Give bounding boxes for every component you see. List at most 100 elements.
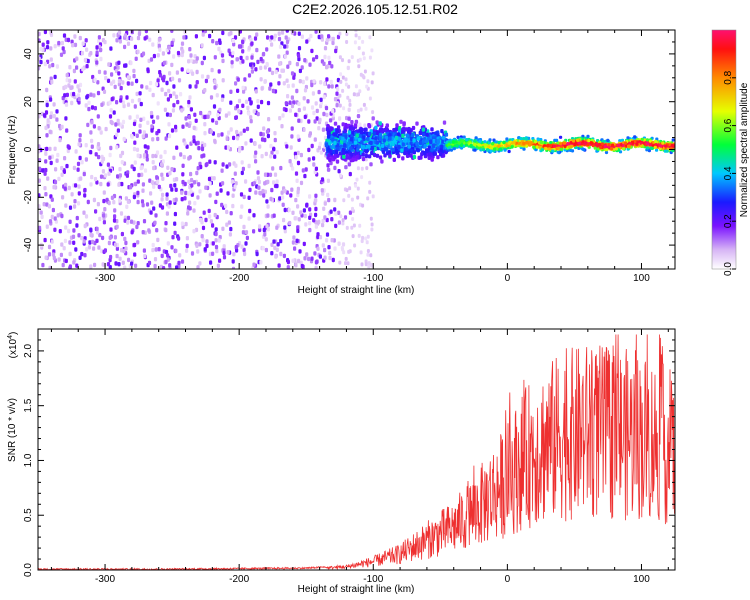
spectrogram-cell — [351, 217, 355, 221]
spectrogram-cell — [47, 244, 52, 250]
spectrogram-cell — [235, 248, 239, 253]
spectrogram-cell — [149, 80, 153, 86]
spectrogram-cell — [429, 139, 433, 144]
spectrogram-cell — [353, 123, 358, 128]
spectrogram-cell — [261, 132, 265, 137]
spectrogram-cell — [84, 103, 88, 108]
spectrogram-cell — [211, 118, 215, 123]
spectrogram-cell — [77, 233, 81, 238]
spectrogram-cell — [325, 127, 329, 132]
spectrogram-cell — [317, 145, 322, 150]
spectrogram-cell — [397, 154, 401, 159]
spectrogram-cell — [286, 64, 290, 69]
colorbar-label: Normalized spectral amplitude — [739, 82, 750, 217]
spectrogram-cell — [96, 114, 100, 119]
spectrogram-cell — [645, 138, 649, 142]
spectrogram-cell — [97, 69, 102, 75]
spectrogram-cell — [156, 237, 160, 243]
spectrogram-cell — [92, 124, 96, 129]
spectrogram-cell — [322, 94, 326, 100]
spectrogram-cell — [80, 235, 84, 241]
spectrogram-cell — [46, 176, 50, 181]
spectrogram-cell — [115, 100, 119, 105]
spectrogram-cell — [665, 149, 669, 153]
spectrogram-cell — [61, 262, 65, 268]
spectrogram-cell — [257, 179, 261, 185]
spectrogram-cell — [53, 180, 58, 185]
spectrogram-y-tick-label: 20 — [23, 96, 34, 108]
spectrogram-cell — [202, 55, 206, 61]
spectrogram-cell — [241, 39, 245, 45]
spectrogram-cell — [607, 143, 611, 147]
spectrogram-cell — [151, 137, 155, 142]
spectrogram-cell — [382, 138, 386, 143]
spectrogram-cell — [102, 198, 106, 204]
spectrogram-cell — [363, 123, 367, 128]
spectrogram-y-tick-label: -40 — [23, 237, 34, 252]
spectrogram-cell — [52, 185, 56, 190]
spectrogram-cell — [63, 156, 67, 161]
spectrogram-cell — [208, 214, 212, 219]
spectrogram-x-tick-label: -200 — [229, 273, 249, 284]
snr-y-tick-label: 0.5 — [23, 508, 34, 522]
spectrogram-cell — [103, 70, 107, 75]
spectrogram-cell — [366, 79, 370, 84]
spectrogram-cell — [66, 144, 70, 149]
spectrogram-cell — [296, 228, 300, 234]
spectrogram-cell — [301, 79, 305, 85]
spectrogram-cell — [297, 53, 301, 59]
snr-x-tick-label: -300 — [95, 574, 115, 585]
spectrogram-cell — [310, 82, 314, 88]
spectrogram-cell — [150, 200, 154, 205]
spectrogram-cell — [308, 131, 312, 136]
spectrogram-cell — [89, 227, 93, 232]
spectrogram-cell — [329, 209, 333, 214]
spectrogram-cell — [68, 264, 72, 269]
spectrogram-cell — [116, 174, 120, 179]
spectrogram-cell — [624, 141, 628, 145]
spectrogram-cell — [589, 141, 593, 145]
spectrogram-cell — [348, 186, 352, 191]
spectrogram-cell — [72, 228, 76, 233]
spectrogram-cell — [168, 263, 172, 268]
spectrogram-cell — [201, 237, 205, 243]
spectrogram-cell — [140, 199, 145, 204]
spectrogram-cell — [327, 153, 331, 158]
spectrogram-cell — [64, 225, 68, 230]
spectrogram-cell — [68, 251, 72, 257]
spectrogram-cell — [119, 85, 123, 91]
spectrogram-cell — [211, 241, 215, 246]
spectrogram-cell — [65, 73, 69, 78]
spectrogram-cell — [349, 146, 353, 151]
snr-y-tick-label: 2.0 — [23, 344, 34, 358]
spectrogram-cell — [53, 227, 57, 232]
spectrogram-cell — [344, 82, 348, 87]
spectrogram-cell — [227, 220, 231, 225]
spectrogram-cell — [314, 166, 318, 171]
spectrogram-cell — [344, 165, 348, 170]
spectrogram-cell — [317, 34, 321, 40]
spectrogram-cell — [145, 157, 149, 162]
spectrogram-cell — [44, 192, 48, 197]
spectrogram-cell — [160, 87, 164, 92]
spectrogram-cell — [331, 40, 335, 46]
spectrogram-cell — [89, 232, 93, 238]
spectrogram-cell — [319, 150, 323, 155]
spectrogram-cell — [195, 69, 199, 75]
spectrogram-cell — [149, 110, 154, 116]
spectrogram-cell — [95, 45, 99, 50]
spectrogram-cell — [101, 169, 105, 174]
spectrogram-cell — [143, 153, 147, 158]
spectrogram-cell — [257, 185, 261, 190]
spectrogram-cell — [74, 149, 78, 154]
spectrogram-cell — [231, 266, 236, 269]
spectrogram-cell — [512, 141, 516, 145]
spectrogram-cell — [335, 129, 339, 134]
spectrogram-cell — [539, 140, 543, 144]
spectrogram-cell — [264, 247, 268, 253]
spectrogram-cell — [213, 79, 217, 84]
spectrogram-cell — [507, 149, 511, 154]
spectrogram-cell — [378, 155, 383, 160]
spectrogram-cell — [166, 253, 170, 258]
spectrogram-cell — [388, 153, 392, 158]
